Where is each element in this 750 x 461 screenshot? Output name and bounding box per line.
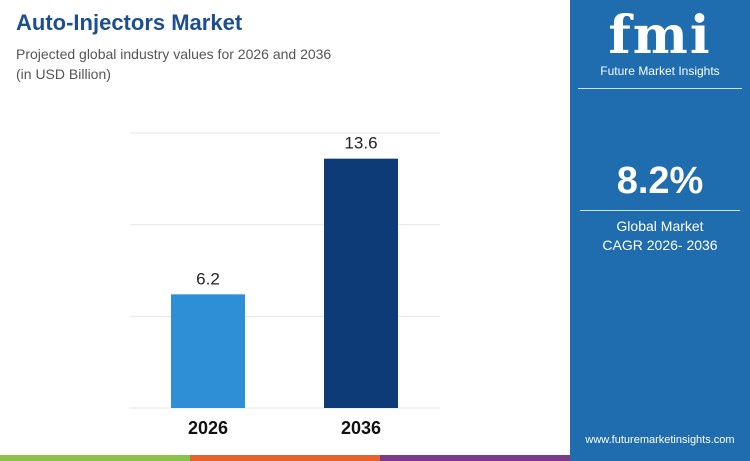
data-label: 13.6 (344, 134, 377, 153)
stripe-orange (190, 455, 380, 461)
chart-unit: (in USD Billion) (16, 66, 111, 82)
website-link[interactable]: www.futuremarketinsights.com (585, 434, 735, 446)
stripe-green (0, 455, 190, 461)
x-tick-label: 2026 (188, 418, 228, 438)
logo-subtitle: Future Market Insights (600, 64, 720, 78)
chart-title: Auto-Injectors Market (16, 10, 243, 35)
cagr-period: CAGR 2026- 2036 (602, 237, 718, 253)
x-tick-label: 2036 (341, 418, 381, 438)
chart-subtitle: Projected global industry values for 202… (16, 46, 332, 62)
cagr-value: 8.2% (616, 160, 704, 202)
footer-stripe (0, 455, 570, 461)
stripe-purple (380, 455, 570, 461)
divider (580, 210, 740, 211)
bar-chart: 6.2 2026 13.6 2036 (130, 132, 440, 438)
data-label: 6.2 (196, 269, 220, 288)
divider (578, 88, 742, 89)
fmi-logo: fmi (608, 5, 712, 66)
bar-2036 (324, 158, 398, 408)
info-panel: fmi Future Market Insights 8.2% Global M… (570, 0, 750, 461)
cagr-label: Global Market (616, 218, 704, 234)
bar-2026 (171, 294, 245, 408)
